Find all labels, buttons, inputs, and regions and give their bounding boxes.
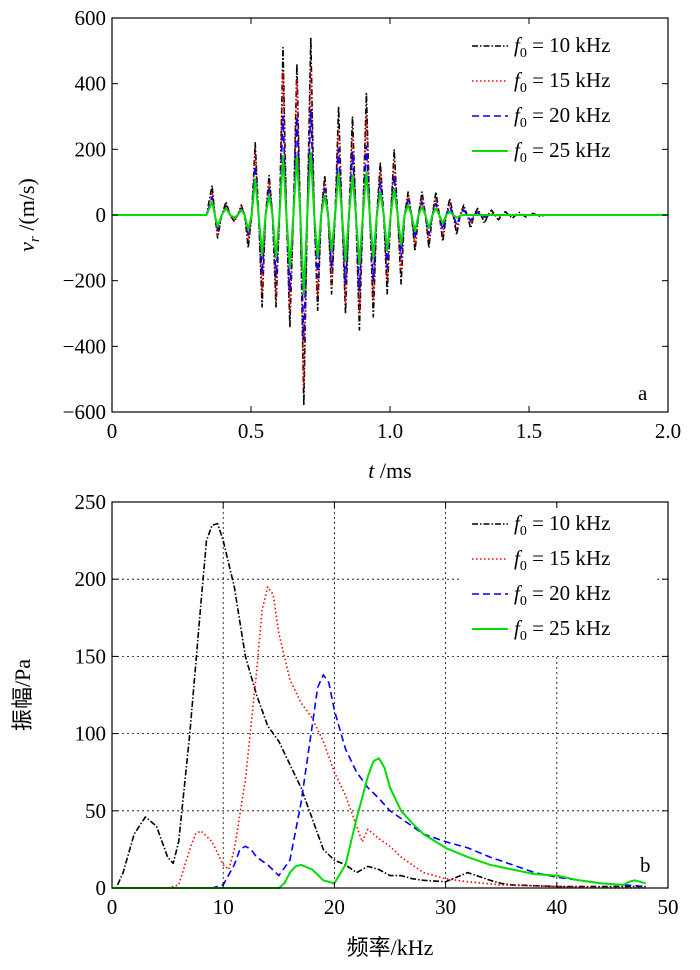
legend-label-rest: = 15 kHz xyxy=(527,546,611,570)
b-y-tick-label: 200 xyxy=(75,567,107,591)
panel-a-letter: a xyxy=(638,381,648,405)
a-x-tick-label: 0.5 xyxy=(238,419,264,443)
a-legend-label-f10: f0 = 10 kHz xyxy=(514,33,610,61)
b-y-tick-label: 150 xyxy=(75,644,107,668)
legend-label-rest: = 15 kHz xyxy=(527,68,611,92)
legend-label-var: f xyxy=(514,138,523,162)
b-series-line-f25 xyxy=(112,757,647,889)
b-x-tick-label: 30 xyxy=(435,895,456,919)
b-legend-label-f25: f0 = 25 kHz xyxy=(514,616,610,644)
a-series-line-f25 xyxy=(112,151,668,295)
legend-label-sub: 0 xyxy=(520,81,527,96)
a-x-tick-label: 1.5 xyxy=(516,419,542,443)
a-y-tick-label: 400 xyxy=(75,72,107,96)
legend-label-rest: = 20 kHz xyxy=(527,581,611,605)
legend-label-var: f xyxy=(514,511,523,535)
legend-label-var: f xyxy=(514,103,523,127)
b-y-tick-label: 0 xyxy=(96,876,107,900)
legend-label-var: f xyxy=(514,68,523,92)
b-legend-label-f20: f0 = 20 kHz xyxy=(514,581,610,609)
panel-b-ticks xyxy=(111,501,669,889)
legend-label-sub: 0 xyxy=(520,116,527,131)
b-x-tick-label: 40 xyxy=(546,895,567,919)
a-legend-label-f20: f0 = 20 kHz xyxy=(514,103,610,131)
legend-label-rest: = 25 kHz xyxy=(527,138,611,162)
a-y-tick-label: −400 xyxy=(63,334,106,358)
a-legend-label-f25: f0 = 25 kHz xyxy=(514,138,610,166)
panel-a-x-axis-label: t /ms xyxy=(368,458,411,483)
panel-a-y-axis-label: vr /(m/s) xyxy=(14,178,43,252)
legend-label-var: f xyxy=(514,33,523,57)
b-series-line-f10 xyxy=(116,522,646,888)
a-x-tick-label: 1.0 xyxy=(377,419,403,443)
b-y-tick-label: 50 xyxy=(85,799,106,823)
legend-label-rest: = 25 kHz xyxy=(527,616,611,640)
panel-a-ticks xyxy=(111,17,669,413)
b-x-tick-label: 0 xyxy=(107,895,118,919)
a-y-tick-label: −600 xyxy=(63,400,106,424)
panel-b-frame xyxy=(111,501,669,889)
legend-label-sub: 0 xyxy=(520,594,527,609)
legend-label-sub: 0 xyxy=(520,524,527,539)
panel-b-x-axis-label: 频率/kHz xyxy=(347,935,434,960)
legend-label-var: f xyxy=(514,616,523,640)
panel-a-y-unit: /(m/s) xyxy=(14,178,39,236)
legend-label-sub: 0 xyxy=(520,629,527,644)
legend-label-sub: 0 xyxy=(520,46,527,61)
b-x-tick-label: 50 xyxy=(658,895,679,919)
b-legend-label-f10: f0 = 10 kHz xyxy=(514,511,610,539)
legend-label-sub: 0 xyxy=(520,151,527,166)
legend-label-rest: = 10 kHz xyxy=(527,33,611,57)
b-legend-label-f15: f0 = 15 kHz xyxy=(514,546,610,574)
a-y-tick-label: 0 xyxy=(96,203,107,227)
panel-a-y-var: v xyxy=(14,242,39,252)
a-x-tick-label: 0 xyxy=(107,419,118,443)
panel-b-y-axis-label: 振幅/Pa xyxy=(10,659,35,731)
b-x-tick-label: 20 xyxy=(324,895,345,919)
panel-b-series xyxy=(112,522,647,889)
panel-a-x-var: t xyxy=(368,458,375,483)
a-x-tick-label: 2.0 xyxy=(655,419,681,443)
legend-label-var: f xyxy=(514,546,523,570)
b-y-tick-label: 250 xyxy=(75,490,107,514)
legend-label-var: f xyxy=(514,581,523,605)
b-series-line-f15 xyxy=(112,586,646,889)
legend-label-sub: 0 xyxy=(520,559,527,574)
panel-b-letter: b xyxy=(640,853,651,877)
panel-a-tick-labels: 0 0.5 1.0 1.5 2.0 −600 −400 −200 0 200 400 600 xyxy=(63,6,681,443)
b-y-tick-label: 100 xyxy=(75,722,107,746)
panel-a-y-var-sub: r xyxy=(27,236,43,242)
legend-label-rest: = 20 kHz xyxy=(527,103,611,127)
b-x-tick-label: 10 xyxy=(213,895,234,919)
legend-label-rest: = 10 kHz xyxy=(527,511,611,535)
panel-a-series xyxy=(112,36,668,407)
panel-b-tick-labels: 0 10 20 30 40 50 0 50 100 150 200 250 xyxy=(75,490,679,919)
b-series-line-f20 xyxy=(112,674,646,889)
a-y-tick-label: 200 xyxy=(75,137,107,161)
a-legend-label-f15: f0 = 15 kHz xyxy=(514,68,610,96)
a-y-tick-label: −200 xyxy=(63,269,106,293)
panel-a-x-unit: /ms xyxy=(374,458,411,483)
a-series-line-f15 xyxy=(112,69,668,387)
panel-b-grid xyxy=(112,502,668,888)
a-y-tick-label: 600 xyxy=(75,6,107,30)
